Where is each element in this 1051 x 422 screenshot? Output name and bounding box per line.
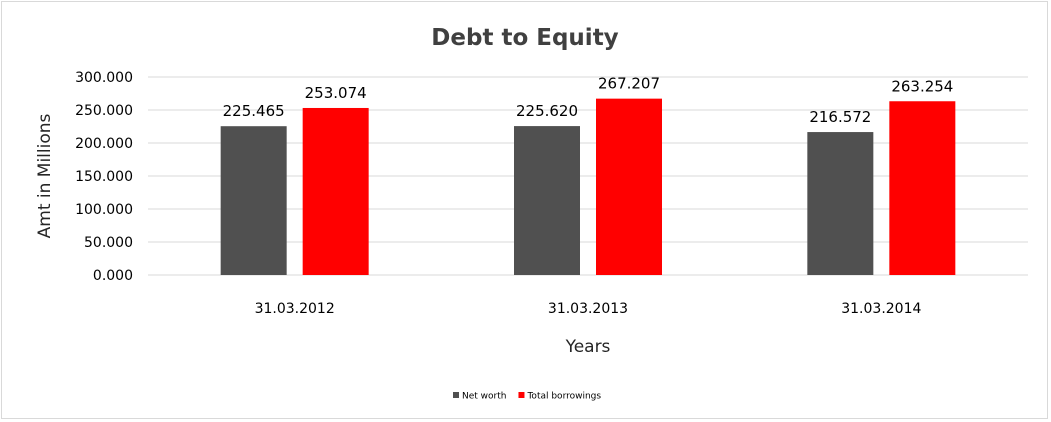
y-tick-label: 200.000: [75, 136, 133, 152]
x-tick-label: 31.03.2012: [255, 301, 335, 317]
y-tick-label: 150.000: [75, 169, 133, 185]
x-axis-ticks: 31.03.2012 31.03.2013 31.03.2014: [255, 301, 922, 317]
gridlines: [148, 76, 1028, 276]
data-label: 216.572: [809, 108, 871, 126]
bar: [807, 132, 874, 275]
data-label: 267.207: [598, 75, 660, 93]
legend-swatch: [518, 392, 525, 398]
legend-label: Net worth: [462, 392, 506, 402]
data-label: 225.620: [516, 102, 578, 120]
y-tick-label: 100.000: [75, 202, 133, 218]
y-tick-label: 250.000: [75, 103, 133, 119]
x-axis-title: Years: [565, 337, 611, 357]
legend-label: Total borrowings: [526, 392, 601, 402]
data-labels: 225.465 253.074 225.620 267.207 216.572 263.2…: [223, 75, 954, 126]
y-axis-title: Amt in Millions: [35, 113, 55, 238]
bar: [596, 98, 662, 276]
y-tick-label: 50.000: [84, 235, 133, 251]
bar: [302, 107, 369, 275]
legend: Net worth Total borrowings: [453, 392, 601, 402]
data-label: 263.254: [891, 77, 953, 95]
bar: [220, 126, 287, 275]
bars: [220, 98, 956, 276]
x-tick-label: 31.03.2013: [548, 301, 628, 317]
y-tick-label: 300.000: [75, 70, 133, 86]
y-axis-ticks: 0.000 50.000 100.000 150.000 200.000 250.000 3…: [75, 70, 133, 284]
data-label: 253.074: [305, 84, 367, 102]
data-label: 225.465: [223, 102, 285, 120]
bar: [514, 126, 580, 276]
y-tick-label: 0.000: [93, 268, 133, 284]
chart-title: Debt to Equity: [431, 25, 618, 51]
legend-swatch: [453, 392, 459, 398]
bar: [889, 101, 956, 276]
x-tick-label: 31.03.2014: [841, 301, 921, 317]
